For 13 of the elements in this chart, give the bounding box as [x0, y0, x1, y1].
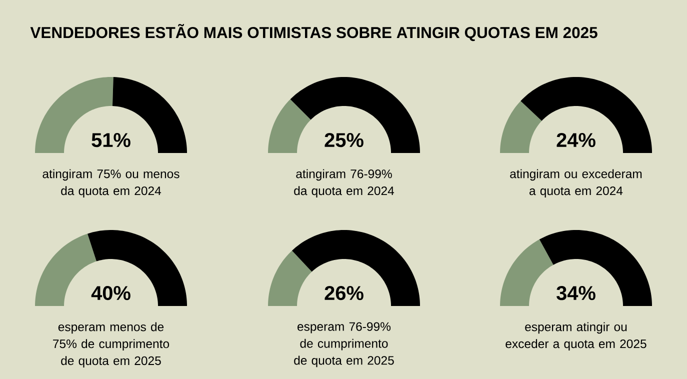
text: atingiram 75% ou menos da quota em 2024 [42, 169, 180, 198]
text: atingiram 76-99% da quota em 2024 [294, 169, 394, 198]
text: 40% [91, 286, 130, 300]
text: 25% [324, 133, 364, 148]
text: 51% [92, 133, 130, 148]
text: 26% [324, 286, 364, 300]
text: esperam 76-99% de cumprimento de quota em 2025 [294, 322, 394, 368]
text: VENDEDORES ESTÃO MAIS OTIMISTAS SOBRE ATINGIR QUOTAS EM 2025 [30, 24, 598, 42]
text: 24% [556, 133, 596, 148]
text: atingiram ou excederam a quota em 2024 [510, 169, 642, 198]
text: esperam menos de 75% de cumprimento de quota em 2025 [53, 322, 170, 368]
text: esperam atingir ou exceder a quota em 2025 [506, 322, 646, 351]
text: 34% [556, 286, 596, 300]
